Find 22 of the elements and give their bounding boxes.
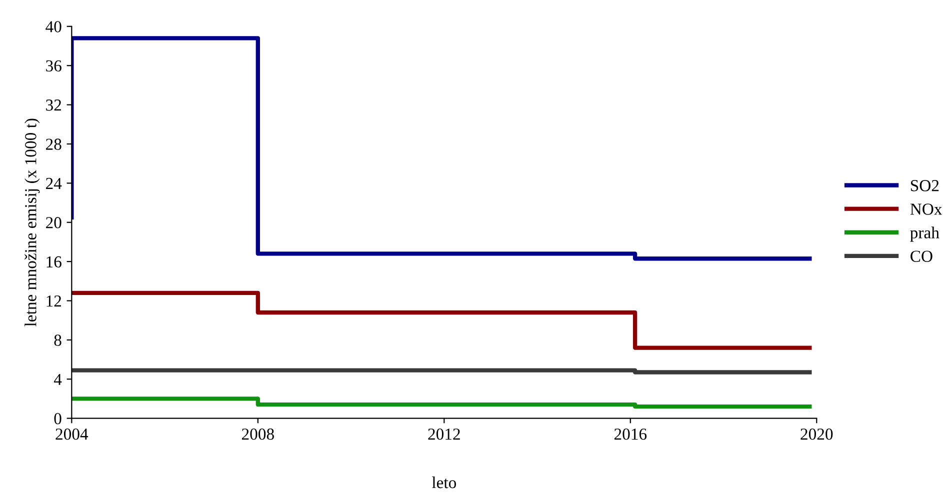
x-tick-label: 2004	[56, 428, 88, 440]
y-tick-label: 32	[46, 100, 62, 111]
x-tick-label: 2008	[242, 428, 274, 440]
y-tick-label: 24	[46, 178, 62, 189]
y-tick-label: 20	[46, 217, 62, 228]
legend-label: NOx	[910, 204, 942, 215]
y-tick-label: 12	[46, 295, 62, 307]
y-tick-label: 40	[46, 21, 62, 32]
legend-label: prah	[910, 226, 940, 242]
legend-label: SO2	[910, 180, 939, 192]
y-tick-label: 16	[46, 256, 62, 268]
y-tick-label: 8	[54, 334, 62, 346]
y-tick-label: 4	[54, 374, 62, 385]
y-tick-label: 36	[46, 60, 62, 72]
x-axis-title: leto	[432, 476, 456, 488]
y-tick-label: 28	[46, 138, 62, 150]
x-tick-label: 2016	[614, 428, 647, 440]
x-tick-label: 2020	[800, 428, 833, 440]
legend-label: CO	[910, 250, 932, 262]
x-tick-label: 2012	[428, 428, 460, 440]
y-axis-title: letne množine emisij (x 1000 t)	[24, 118, 40, 326]
y-tick-label: 0	[54, 413, 62, 424]
